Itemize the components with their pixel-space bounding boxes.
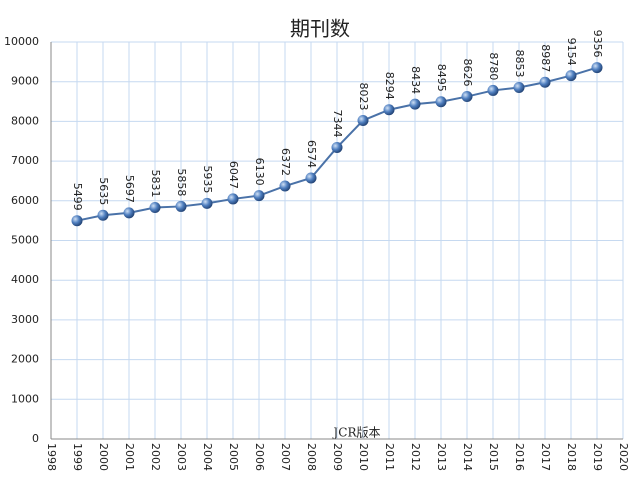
y-tick-label: 1000 xyxy=(11,392,39,405)
data-point xyxy=(331,141,343,153)
x-tick-label: 2007 xyxy=(279,443,292,471)
x-tick-label: 2012 xyxy=(409,443,422,471)
data-point xyxy=(383,104,395,116)
data-point xyxy=(565,70,577,82)
data-point xyxy=(97,209,109,221)
y-tick-label: 8000 xyxy=(11,114,39,127)
data-label: 5858 xyxy=(175,168,188,196)
y-tick-label: 4000 xyxy=(11,273,39,286)
data-label: 5635 xyxy=(97,177,110,205)
data-label: 8780 xyxy=(487,52,500,80)
x-tick-label: 2010 xyxy=(357,443,370,471)
y-tick-label: 7000 xyxy=(11,154,39,167)
x-tick-label: 1999 xyxy=(71,443,84,471)
x-tick-label: 2015 xyxy=(487,443,500,471)
x-tick-label: 2011 xyxy=(383,443,396,471)
data-label: 8987 xyxy=(539,44,552,72)
x-tick-label: 2016 xyxy=(513,443,526,471)
data-label: 5697 xyxy=(123,175,136,203)
x-tick-label: 2004 xyxy=(201,443,214,471)
data-point xyxy=(461,91,473,103)
data-point xyxy=(279,180,291,192)
x-tick-label: 2005 xyxy=(227,443,240,471)
x-tick-label: 2003 xyxy=(175,443,188,471)
x-tick-label: 2001 xyxy=(123,443,136,471)
data-point xyxy=(71,215,83,227)
x-tick-label: 1998 xyxy=(45,443,58,471)
data-point xyxy=(591,62,603,74)
x-tick-label: 2008 xyxy=(305,443,318,471)
y-tick-label: 6000 xyxy=(11,194,39,207)
x-tick-label: 2020 xyxy=(617,443,630,471)
y-tick-label: 0 xyxy=(32,432,39,445)
data-label: 5935 xyxy=(201,165,214,193)
x-tick-label: 2000 xyxy=(97,443,110,471)
data-label: 8626 xyxy=(461,59,474,87)
data-point xyxy=(305,172,317,184)
data-point xyxy=(357,114,369,126)
x-tick-label: 2006 xyxy=(253,443,266,471)
data-point xyxy=(409,98,421,110)
data-label: 6574 xyxy=(305,140,318,168)
y-tick-label: 3000 xyxy=(11,313,39,326)
y-tick-label: 10000 xyxy=(4,35,39,48)
data-point xyxy=(539,76,551,88)
data-label: 6047 xyxy=(227,161,240,189)
data-point xyxy=(513,82,525,94)
data-point xyxy=(227,193,239,205)
data-label: 6130 xyxy=(253,158,266,186)
y-tick-label: 2000 xyxy=(11,353,39,366)
data-label: 6372 xyxy=(279,148,292,176)
data-label: 9356 xyxy=(591,30,604,58)
y-tick-label: 5000 xyxy=(11,234,39,247)
x-tick-label: 2014 xyxy=(461,443,474,471)
data-label: 5831 xyxy=(149,170,162,198)
y-tick-label: 9000 xyxy=(11,75,39,88)
x-tick-label: 2002 xyxy=(149,443,162,471)
x-axis-label: JCR版本 xyxy=(331,426,380,440)
data-point xyxy=(487,84,499,96)
data-label: 8853 xyxy=(513,50,526,78)
x-tick-label: 2019 xyxy=(591,443,604,471)
chart-title: 期刊数 xyxy=(290,17,350,41)
data-point xyxy=(175,200,187,212)
data-point xyxy=(253,190,265,202)
data-point xyxy=(201,197,213,209)
data-label: 8495 xyxy=(435,64,448,92)
data-label: 8023 xyxy=(357,82,370,110)
data-point xyxy=(123,207,135,219)
data-label: 5499 xyxy=(71,183,84,211)
x-tick-label: 2013 xyxy=(435,443,448,471)
data-label: 9154 xyxy=(565,38,578,66)
data-point xyxy=(149,202,161,214)
x-tick-label: 2009 xyxy=(331,443,344,471)
x-tick-label: 2018 xyxy=(565,443,578,471)
data-label: 8434 xyxy=(409,66,422,94)
x-tick-label: 2017 xyxy=(539,443,552,471)
data-label: 7344 xyxy=(331,109,344,137)
data-label: 8294 xyxy=(383,72,396,100)
data-point xyxy=(435,96,447,108)
